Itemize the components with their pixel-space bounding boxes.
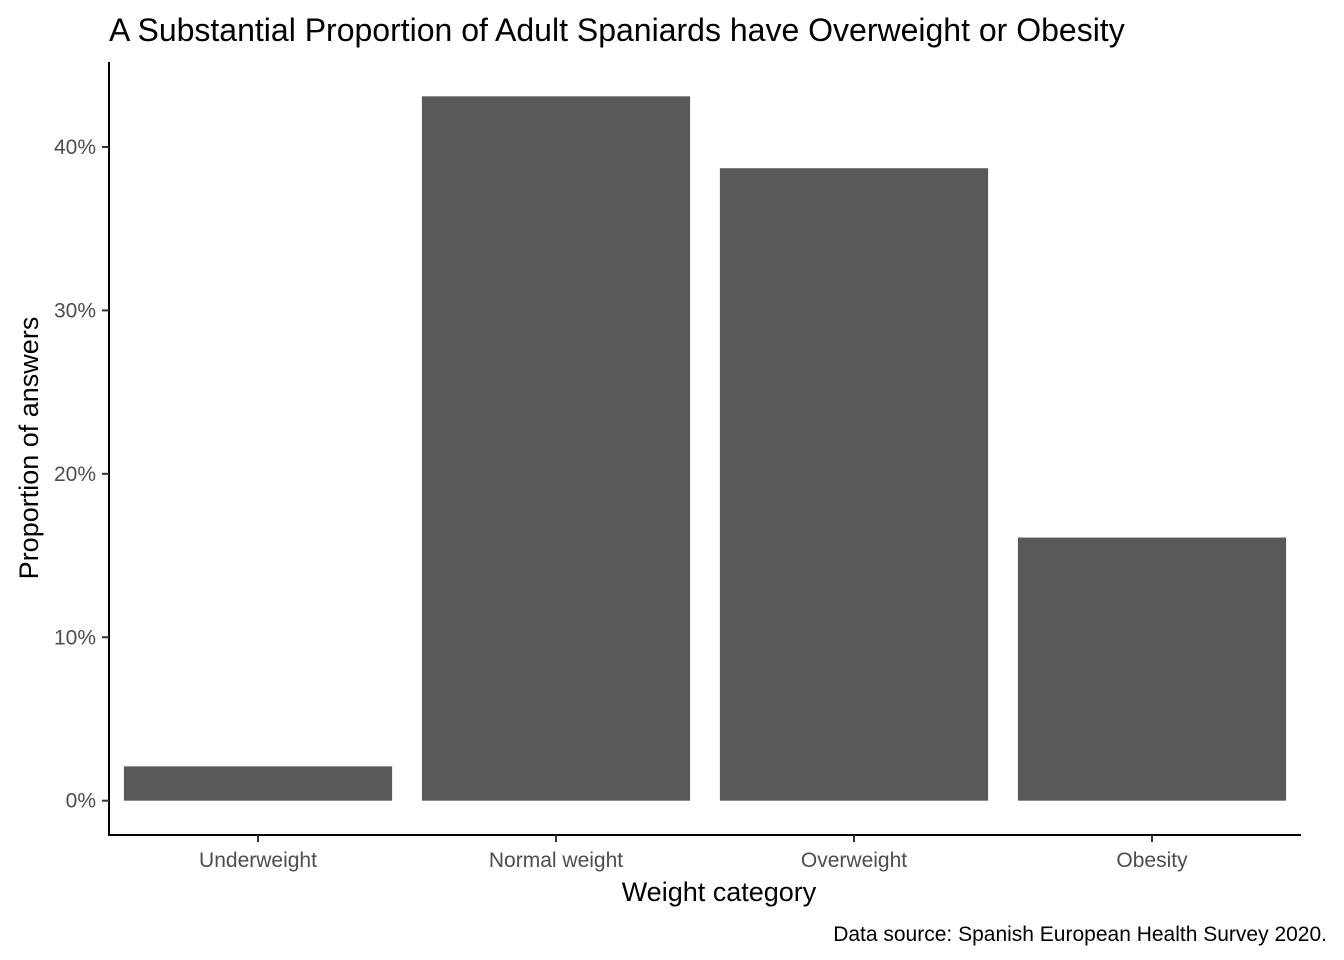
y-axis-title: Proportion of answers	[14, 317, 44, 580]
x-tick-label: Underweight	[199, 849, 317, 872]
data-source-caption: Data source: Spanish European Health Sur…	[833, 923, 1327, 946]
bar-obesity	[1017, 537, 1287, 801]
chart-title: A Substantial Proportion of Adult Spania…	[109, 12, 1125, 48]
y-tick-label: 10%	[54, 626, 96, 649]
y-tick-label: 20%	[54, 463, 96, 486]
x-tick-label: Overweight	[801, 849, 907, 872]
x-axis-title: Weight category	[622, 877, 817, 907]
y-tick-label: 30%	[54, 299, 96, 322]
bar-overweight	[719, 168, 989, 801]
x-tick-label: Obesity	[1116, 849, 1188, 872]
y-tick-label: 40%	[54, 136, 96, 159]
x-axis-ticks: Underweight Normal weight Overweight Obesit…	[199, 835, 1188, 872]
bar-underweight	[123, 766, 393, 801]
x-tick-label: Normal weight	[489, 849, 623, 872]
y-axis-ticks: 0% 10% 20% 30% 40%	[54, 136, 109, 813]
bars-group	[123, 96, 1287, 801]
y-tick-label: 0%	[66, 790, 96, 813]
bar-normal-weight	[421, 96, 691, 801]
